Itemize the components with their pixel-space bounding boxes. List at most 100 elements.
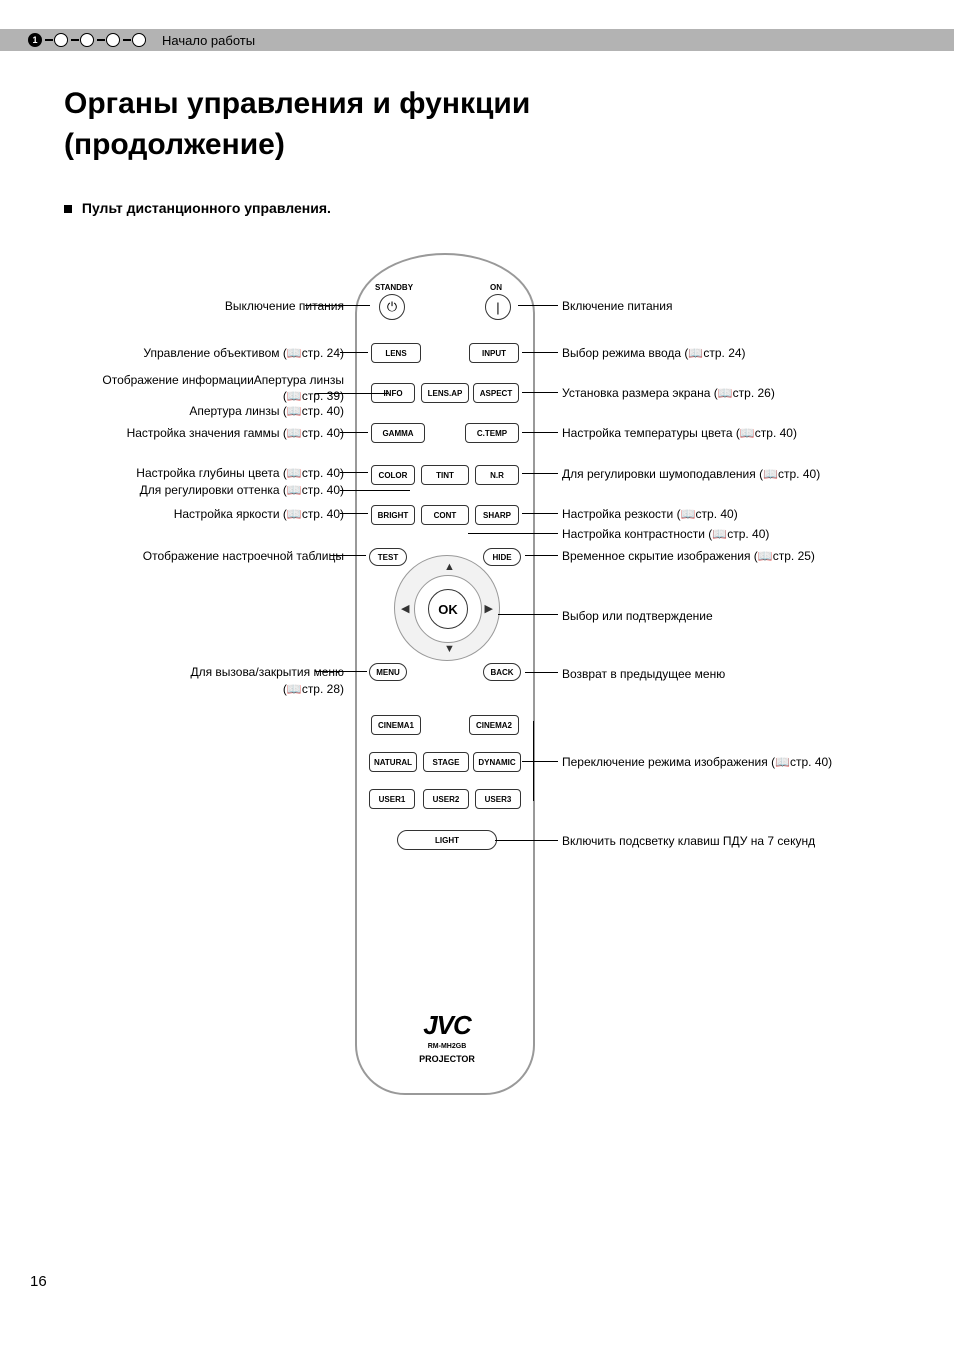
- standby-label: STANDBY: [371, 283, 417, 292]
- leader: [522, 761, 558, 762]
- cinema1-button[interactable]: CINEMA1: [371, 715, 421, 735]
- breadcrumb-bar: 1 Начало работы: [0, 29, 954, 51]
- callout-test: Отображение настроечной таблицы: [143, 548, 344, 564]
- input-button[interactable]: INPUT: [469, 343, 519, 363]
- on-icon: |: [496, 300, 499, 315]
- gamma-button[interactable]: GAMMA: [371, 423, 425, 443]
- dynamic-button[interactable]: DYNAMIC: [473, 752, 521, 772]
- leader: [522, 432, 558, 433]
- user3-button[interactable]: USER3: [475, 789, 521, 809]
- callout-hide: Временное скрытие изображения (📖стр. 25): [562, 548, 815, 564]
- cinema2-button[interactable]: CINEMA2: [469, 715, 519, 735]
- stage-button[interactable]: STAGE: [423, 752, 469, 772]
- model-label: RM-MH2GB: [357, 1043, 537, 1050]
- callout-info-l2: (📖стр. 39): [283, 388, 344, 404]
- lensap-button[interactable]: LENS.AP: [421, 383, 469, 403]
- tint-button[interactable]: TINT: [421, 465, 469, 485]
- callout-gamma: Настройка значения гаммы (📖стр. 40): [127, 425, 344, 441]
- bright-button[interactable]: BRIGHT: [371, 505, 415, 525]
- leader: [522, 352, 558, 353]
- callout-menu-ref: (📖стр. 28): [283, 681, 344, 697]
- page-title: Органы управления и функции (продолжение…: [64, 84, 530, 165]
- callout-info-l1: Отображение информацииАпертура линзы: [102, 372, 344, 388]
- bullet-icon: [64, 205, 72, 213]
- hide-button[interactable]: HIDE: [483, 548, 521, 566]
- standby-button[interactable]: ⏻: [379, 294, 405, 320]
- power-icon: ⏻: [387, 299, 397, 315]
- leader: [525, 555, 558, 556]
- back-button[interactable]: BACK: [483, 663, 521, 681]
- callout-power-on: Включение питания: [562, 298, 672, 314]
- breadcrumb-label: Начало работы: [162, 33, 255, 48]
- lens-button[interactable]: LENS: [371, 343, 421, 363]
- callout-ok: Выбор или подтверждение: [562, 608, 713, 624]
- natural-button[interactable]: NATURAL: [369, 752, 417, 772]
- arrow-right-icon: ▶: [485, 602, 493, 615]
- device-label: PROJECTOR: [357, 1054, 537, 1064]
- callout-power-off: Выключение питания: [225, 298, 344, 314]
- ctemp-button[interactable]: C.TEMP: [465, 423, 519, 443]
- leader: [315, 671, 367, 672]
- step-3-icon: [80, 33, 94, 47]
- arrow-left-icon: ◀: [401, 602, 409, 615]
- callout-lens-control: Управление объективом (📖стр. 24): [143, 345, 344, 361]
- step-indicator: 1: [28, 33, 148, 47]
- leader: [518, 305, 558, 306]
- user1-button[interactable]: USER1: [369, 789, 415, 809]
- on-button[interactable]: |: [485, 294, 511, 320]
- callout-cont: Настройка контрастности (📖стр. 40): [562, 526, 769, 542]
- step-2-icon: [54, 33, 68, 47]
- aspect-button[interactable]: ASPECT: [473, 383, 519, 403]
- ok-button[interactable]: OK: [428, 589, 468, 629]
- leader: [340, 352, 368, 353]
- leader: [498, 614, 558, 615]
- color-button[interactable]: COLOR: [371, 465, 415, 485]
- leader: [315, 393, 388, 394]
- test-button[interactable]: TEST: [369, 548, 407, 566]
- step-4-icon: [106, 33, 120, 47]
- leader: [340, 472, 368, 473]
- leader: [340, 432, 368, 433]
- leader: [330, 555, 366, 556]
- callout-info-l3: Апертура линзы (📖стр. 40): [189, 403, 344, 419]
- callout-light: Включить подсветку клавиш ПДУ на 7 секун…: [562, 833, 815, 849]
- callout-picmode: Переключение режима изображения (📖стр. 4…: [562, 754, 832, 770]
- callout-ctemp: Настройка температуры цвета (📖стр. 40): [562, 425, 797, 441]
- leader: [495, 840, 558, 841]
- callout-hue: Для регулировки оттенка (📖стр. 40): [140, 482, 344, 498]
- cont-button[interactable]: CONT: [421, 505, 469, 525]
- section-subtitle: Пульт дистанционного управления.: [64, 200, 331, 216]
- leader: [522, 392, 558, 393]
- leader: [522, 513, 558, 514]
- sharp-button[interactable]: SHARP: [475, 505, 519, 525]
- callout-brightness: Настройка яркости (📖стр. 40): [174, 506, 344, 522]
- step-1-icon: 1: [28, 33, 42, 47]
- remote-control-diagram: STANDBY ON ⏻ | LENS INPUT INFO LENS.AP A…: [355, 253, 535, 1095]
- title-line-2: (продолжение): [64, 125, 530, 166]
- callout-back: Возврат в предыдущее меню: [562, 666, 725, 682]
- leader: [340, 513, 368, 514]
- nr-button[interactable]: N.R: [475, 465, 519, 485]
- leader-vertical: [533, 721, 534, 801]
- subtitle-text: Пульт дистанционного управления.: [82, 200, 331, 216]
- menu-button[interactable]: MENU: [369, 663, 407, 681]
- callout-aspect: Установка размера экрана (📖стр. 26): [562, 385, 775, 401]
- callout-input: Выбор режима ввода (📖стр. 24): [562, 345, 746, 361]
- dpad[interactable]: OK ▲ ▼ ◀ ▶: [394, 555, 500, 661]
- leader: [305, 305, 370, 306]
- brand-logo: JVC: [357, 1010, 537, 1041]
- callout-menu: Для вызова/закрытия меню: [190, 664, 344, 680]
- arrow-up-icon: ▲: [444, 561, 455, 573]
- arrow-down-icon: ▼: [444, 643, 455, 655]
- leader: [468, 533, 558, 534]
- title-line-1: Органы управления и функции: [64, 84, 530, 125]
- step-5-icon: [132, 33, 146, 47]
- light-button[interactable]: LIGHT: [397, 830, 497, 850]
- leader: [340, 490, 410, 491]
- callout-sharp: Настройка резкости (📖стр. 40): [562, 506, 738, 522]
- user2-button[interactable]: USER2: [423, 789, 469, 809]
- callout-color: Настройка глубины цвета (📖стр. 40): [136, 465, 344, 481]
- leader: [522, 473, 558, 474]
- page-number: 16: [30, 1273, 47, 1290]
- on-label: ON: [473, 283, 519, 292]
